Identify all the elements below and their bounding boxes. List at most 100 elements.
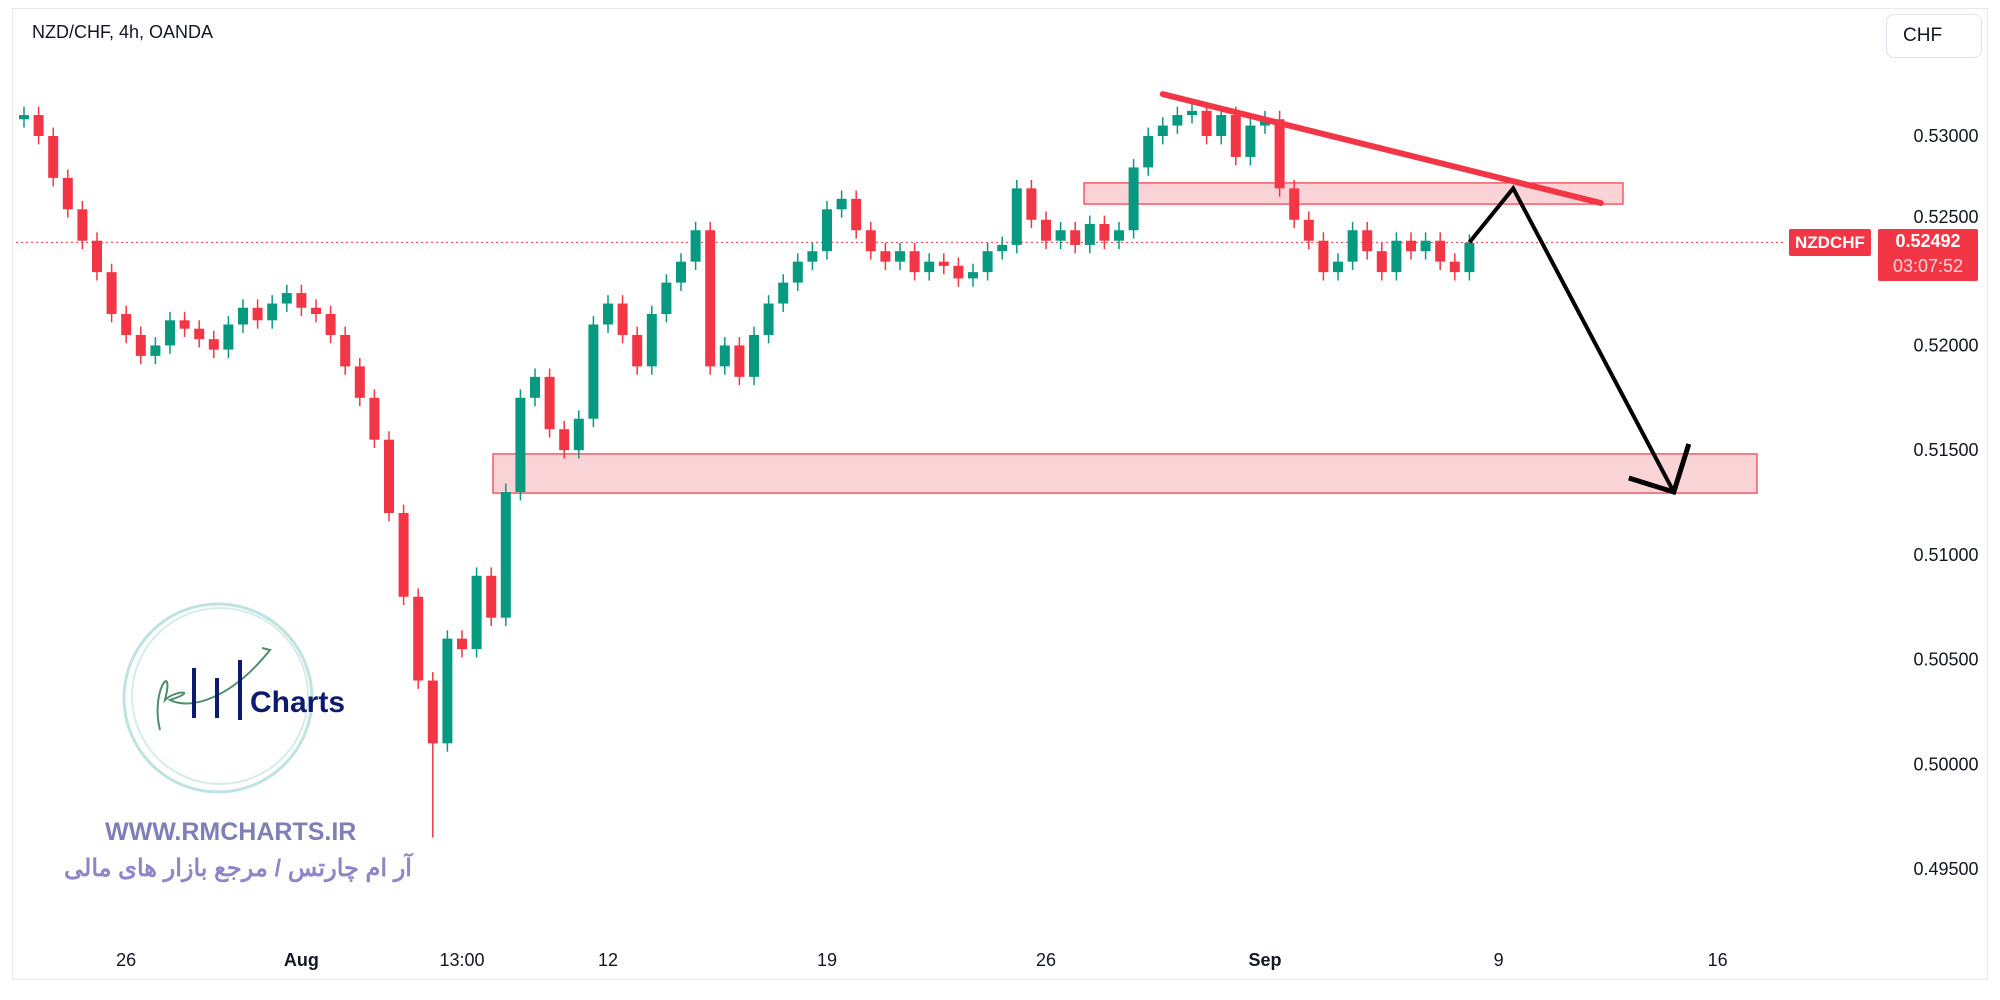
candle-down — [544, 376, 555, 430]
candle-up — [530, 376, 540, 398]
trendline — [1159, 91, 1604, 207]
y-tick-label: 0.53000 — [1913, 126, 1978, 146]
candle-up — [1128, 167, 1139, 231]
candle-down — [106, 272, 117, 315]
y-tick-label: 0.50000 — [1913, 754, 1978, 774]
candle-down — [953, 265, 964, 279]
candle-up — [646, 314, 657, 367]
candle-up — [661, 282, 672, 315]
candle-up — [1245, 125, 1256, 157]
candle-down — [880, 251, 891, 262]
watermark-url: WWW.RMCHARTS.IR — [105, 818, 357, 846]
candle-up — [719, 345, 730, 367]
candle-up — [1011, 188, 1022, 245]
candle-down — [457, 638, 467, 650]
candle-up — [778, 282, 789, 304]
chart-frame — [12, 8, 1988, 980]
candle-up — [836, 198, 847, 210]
candle-up — [442, 638, 453, 744]
candle-up — [515, 397, 526, 493]
candle-up — [588, 324, 599, 419]
currency-button[interactable]: CHF — [1886, 14, 1982, 58]
candle-down — [851, 198, 862, 231]
candle-down — [48, 136, 59, 178]
y-tick-label: 0.51000 — [1913, 545, 1978, 565]
y-tick-label: 0.51500 — [1913, 440, 1978, 460]
candle-up — [822, 209, 832, 252]
candle-up — [1420, 240, 1431, 252]
candle-up — [471, 575, 482, 650]
candle-down — [1362, 230, 1373, 252]
y-tick-label: 0.52000 — [1913, 335, 1978, 355]
candle-down — [1099, 223, 1110, 241]
y-tick-label: 0.49500 — [1913, 859, 1978, 879]
bar-countdown: 03:07:52 — [1892, 256, 1964, 276]
candle-down — [296, 293, 307, 308]
candle-up — [749, 334, 759, 377]
candle-up — [676, 261, 686, 283]
candle-down — [1318, 240, 1329, 273]
x-tick-label: 19 — [817, 950, 837, 970]
candle-down — [1449, 261, 1460, 273]
candle-up — [1055, 230, 1066, 241]
candle-down — [1435, 240, 1446, 262]
candle-up — [603, 303, 613, 325]
candle-down — [1230, 115, 1241, 157]
candle-up — [1216, 115, 1227, 136]
candle-up — [1464, 242, 1475, 273]
candle-down — [617, 303, 628, 335]
candle-down — [1274, 119, 1285, 189]
x-tick-label: 16 — [1708, 950, 1728, 970]
candle-down — [354, 366, 365, 398]
y-tick-label: 0.52500 — [1913, 207, 1978, 227]
candle-down — [135, 334, 146, 356]
candle-up — [281, 293, 292, 304]
candle-down — [340, 334, 351, 367]
x-tick-label: 26 — [1036, 950, 1056, 970]
candle-down — [92, 240, 102, 273]
chart-title: NZD/CHF, 4h, OANDA — [32, 22, 214, 42]
candle-down — [909, 251, 920, 273]
candle-down — [938, 261, 949, 266]
candle-down — [369, 397, 380, 440]
candle-down — [632, 334, 643, 367]
candle-up — [792, 261, 803, 283]
candle-up — [223, 324, 234, 350]
watermark-tagline: آر ام چارتس / مرجع بازار های مالی — [64, 855, 412, 882]
candle-down — [77, 209, 88, 241]
candle-down — [1041, 219, 1051, 241]
candle-down — [121, 314, 132, 335]
last-price-badge: 0.52492 03:07:52 — [1878, 229, 1978, 281]
y-tick-label: 0.50500 — [1913, 650, 1978, 670]
candle-up — [267, 303, 278, 321]
candle-up — [1157, 125, 1168, 136]
candle-up — [1084, 223, 1095, 245]
candle-down — [1406, 240, 1416, 252]
candle-up — [1347, 230, 1358, 262]
candle-up — [982, 251, 993, 273]
candle-up — [165, 320, 175, 346]
projection-arrow — [1467, 184, 1676, 493]
x-tick-label: Aug — [284, 950, 319, 970]
x-tick-label: 9 — [1494, 950, 1504, 970]
candle-down — [398, 512, 409, 597]
candle-up — [1187, 110, 1197, 116]
candle-down — [734, 345, 745, 377]
candle-down — [311, 307, 321, 315]
candle-down — [384, 439, 394, 513]
candle-down — [486, 575, 497, 618]
symbol-badge: NZDCHF — [1789, 229, 1871, 256]
x-tick-label: 13:00 — [439, 950, 484, 970]
candle-up — [1391, 240, 1402, 273]
candle-down — [1201, 110, 1212, 136]
arrowhead-icon — [1628, 443, 1692, 496]
candle-up — [690, 230, 701, 262]
candle-up — [1333, 261, 1343, 273]
candle-down — [208, 339, 219, 350]
candle-down — [1303, 219, 1314, 241]
last-price: 0.52492 — [1895, 231, 1961, 251]
candle-up — [997, 244, 1008, 252]
candle-up — [895, 251, 905, 262]
candle-up — [924, 261, 935, 273]
